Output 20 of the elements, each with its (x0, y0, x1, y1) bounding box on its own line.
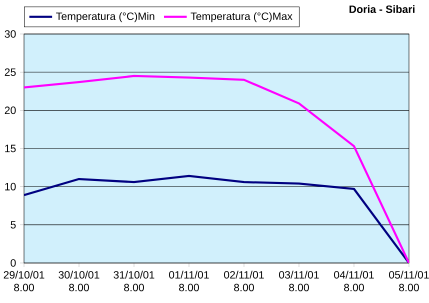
x-tick-label: 04/11/01 8.00 (334, 270, 374, 292)
x-tick-label: 30/10/01 8.00 (58, 270, 100, 292)
line-series (24, 174, 409, 263)
y-tick-label: 0 (10, 259, 16, 267)
legend-label: Temperatura (°C)Max (190, 12, 292, 22)
x-tick-label: 31/10/01 8.00 (114, 270, 154, 292)
y-tick-label: 25 (4, 68, 16, 76)
x-tick-label: 05/11/01 8.00 (389, 270, 429, 292)
y-tick-label: 5 (10, 221, 16, 229)
line-series (24, 74, 409, 263)
x-tick-label: 02/11/01 8.00 (224, 270, 264, 292)
x-tick-label: 29/10/01 8.00 (4, 270, 44, 292)
x-tick-label: 01/11/01 8.00 (169, 270, 209, 292)
chart-title: Doria - Sibari (350, 5, 414, 14)
x-tick-label: 03/11/01 8.00 (279, 270, 319, 292)
y-tick-label: 15 (5, 144, 16, 152)
y-tick-label: 30 (4, 30, 16, 38)
y-tick-label: 10 (5, 182, 16, 190)
legend-label: Temperatura (°C)Min (56, 12, 154, 22)
y-tick-label: 20 (4, 106, 16, 114)
